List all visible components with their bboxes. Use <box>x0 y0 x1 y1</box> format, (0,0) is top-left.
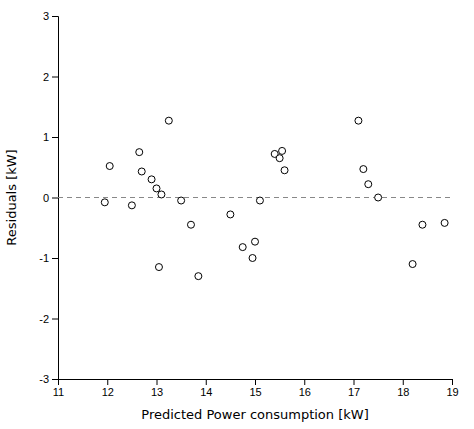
point <box>441 219 448 226</box>
x-axis: 11 12 13 14 15 16 17 18 19 <box>53 379 459 398</box>
x-tick-label: 17 <box>348 386 360 398</box>
point <box>256 197 263 204</box>
y-tick: -1 <box>39 252 58 264</box>
y-tick-mark <box>52 258 58 259</box>
x-tick: 14 <box>200 379 212 398</box>
point <box>365 181 372 188</box>
y-tick: 3 <box>43 10 58 22</box>
x-tick-label: 11 <box>53 386 64 398</box>
x-tick-mark <box>157 379 158 385</box>
y-tick-label: -3 <box>39 373 49 385</box>
marks <box>58 117 452 279</box>
y-tick-mark <box>52 198 58 199</box>
point <box>136 149 143 156</box>
point <box>153 185 160 192</box>
y-tick-label: -2 <box>39 313 49 325</box>
x-tick-mark <box>206 379 207 385</box>
y-tick-mark <box>52 137 58 138</box>
chart: 111213141516171819-3-2-10123Predicted Po… <box>0 0 474 429</box>
x-axis-line <box>59 380 453 386</box>
y-tick-label: 1 <box>43 131 49 143</box>
x-tick-label: 16 <box>299 386 311 398</box>
x-tick: 11 <box>53 379 64 398</box>
point <box>281 167 288 174</box>
y-tick: -3 <box>39 373 58 385</box>
x-tick: 19 <box>446 379 458 398</box>
point <box>249 255 256 262</box>
x-tick-mark <box>403 379 404 385</box>
x-tick: 18 <box>397 379 409 398</box>
x-tick-mark <box>255 379 256 385</box>
x-tick: 17 <box>348 379 360 398</box>
point <box>409 261 416 268</box>
y-tick-label: 3 <box>43 10 49 22</box>
point <box>101 199 108 206</box>
point <box>158 191 165 198</box>
plot: 111213141516171819-3-2-10123 <box>39 10 458 398</box>
y-axis-line <box>52 17 59 380</box>
x-axis-title: Predicted Power consumption [kW] <box>141 407 368 422</box>
y-tick-mark <box>52 16 58 17</box>
point <box>106 163 113 170</box>
x-tick-mark <box>452 379 453 385</box>
y-tick: 0 <box>43 192 58 204</box>
y-axis-title: Residuals [kW] <box>4 149 19 245</box>
x-tick: 16 <box>299 379 311 398</box>
y-tick-mark <box>52 77 58 78</box>
x-tick-label: 13 <box>151 386 163 398</box>
point <box>276 155 283 162</box>
y-axis: -3 -2 -1 0 1 2 3 <box>39 10 58 385</box>
point <box>148 176 155 183</box>
x-tick-mark <box>107 379 108 385</box>
point <box>155 264 162 271</box>
point <box>419 221 426 228</box>
y-tick-mark <box>52 379 58 380</box>
point <box>375 194 382 201</box>
x-tick: 12 <box>102 379 114 398</box>
x-tick: 15 <box>249 379 261 398</box>
x-tick-label: 19 <box>446 386 458 398</box>
point <box>178 197 185 204</box>
point <box>355 117 362 124</box>
point <box>239 244 246 251</box>
point <box>138 168 145 175</box>
y-tick: 1 <box>43 131 58 143</box>
y-tick-label: 0 <box>43 192 49 204</box>
point <box>360 166 367 173</box>
x-tick: 13 <box>151 379 163 398</box>
point <box>195 273 202 280</box>
x-tick-label: 15 <box>249 386 261 398</box>
x-tick-mark <box>304 379 305 385</box>
point <box>279 147 286 154</box>
point <box>128 202 135 209</box>
point <box>165 117 172 124</box>
x-tick-label: 14 <box>200 386 212 398</box>
y-tick: -2 <box>39 313 58 325</box>
y-tick-label: 2 <box>43 71 49 83</box>
y-tick-label: -1 <box>39 252 49 264</box>
point <box>227 211 234 218</box>
y-tick: 2 <box>43 71 58 83</box>
reference-line <box>58 197 452 198</box>
x-tick-label: 12 <box>102 386 114 398</box>
x-tick-label: 18 <box>397 386 409 398</box>
y-tick-mark <box>52 319 58 320</box>
point <box>252 238 259 245</box>
point <box>187 221 194 228</box>
x-tick-mark <box>354 379 355 385</box>
